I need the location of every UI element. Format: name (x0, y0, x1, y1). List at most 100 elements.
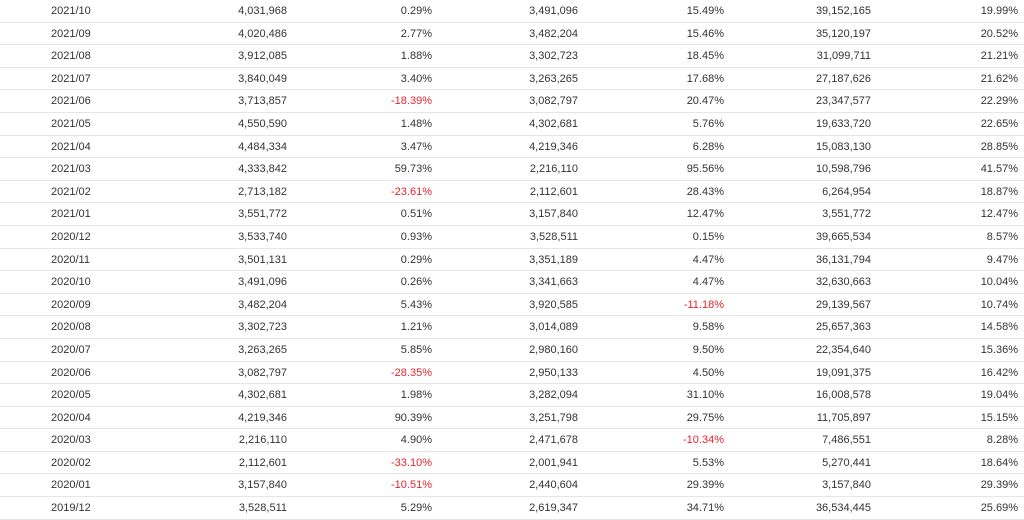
cell-value: 4,302,681 (238, 389, 287, 402)
cell-month: 2021/05 (51, 117, 91, 130)
cell-yoy-change: 20.47% (686, 95, 724, 108)
cell-month: 2020/01 (51, 479, 91, 492)
cell-month: 2020/05 (51, 389, 91, 402)
cell-value: 3,551,772 (238, 208, 287, 221)
cell-mom-change: 2.77% (400, 27, 432, 40)
cell-cumulative: 7,486,551 (822, 434, 871, 447)
cell-value: 4,550,590 (238, 117, 287, 130)
cell-yoy-change: -11.18% (683, 298, 724, 311)
cell-prev-year-value: 3,351,189 (529, 253, 578, 266)
table-row: 2020/11 3,501,131 0.29% 3,351,189 4.47% 36,13… (0, 249, 1024, 272)
cell-prev-year-value: 3,491,096 (529, 5, 578, 17)
cell-cumulative: 25,657,363 (815, 321, 871, 334)
cell-cumulative: 22,354,640 (815, 343, 871, 356)
cell-month: 2020/12 (51, 230, 91, 243)
cell-cumulative: 11,705,897 (816, 411, 871, 424)
cell-prev-year-value: 4,219,346 (529, 140, 578, 153)
cell-yoy-change: 95.56% (686, 163, 724, 176)
cell-cumulative-yoy: 22.29% (980, 95, 1018, 108)
cell-prev-year-value: 3,014,089 (529, 321, 578, 334)
cell-mom-change: 0.93% (400, 230, 432, 243)
cell-mom-change: -33.10% (391, 456, 432, 469)
cell-mom-change: 4.90% (400, 434, 432, 447)
cell-prev-year-value: 3,528,511 (529, 230, 578, 243)
cell-prev-year-value: 3,920,585 (529, 298, 578, 311)
table-row: 2020/09 3,482,204 5.43% 3,920,585 -11.18% 29,… (0, 294, 1024, 317)
cell-yoy-change: 12.47% (686, 208, 724, 221)
cell-mom-change: 59.73% (394, 163, 432, 176)
cell-prev-year-value: 2,471,678 (529, 434, 578, 447)
cell-value: 3,713,857 (238, 95, 287, 108)
cell-cumulative-yoy: 12.47% (980, 208, 1018, 221)
table-row: 2021/05 4,550,590 1.48% 4,302,681 5.76% 19,63… (0, 113, 1024, 136)
cell-month: 2020/06 (51, 366, 91, 379)
cell-value: 2,216,110 (238, 434, 287, 447)
table-row: 2020/12 3,533,740 0.93% 3,528,511 0.15% 39,66… (0, 226, 1024, 249)
cell-cumulative: 10,598,796 (815, 163, 871, 176)
cell-yoy-change: 17.68% (686, 72, 724, 85)
cell-yoy-change: -10.34% (683, 434, 724, 447)
cell-month: 2021/04 (51, 140, 91, 153)
cell-prev-year-value: 2,950,133 (529, 366, 578, 379)
cell-month: 2021/01 (51, 208, 91, 221)
cell-mom-change: 3.47% (400, 140, 432, 153)
cell-month: 2020/03 (51, 434, 91, 447)
cell-cumulative-yoy: 19.04% (980, 389, 1018, 402)
cell-cumulative-yoy: 18.64% (980, 456, 1018, 469)
cell-cumulative-yoy: 18.87% (980, 185, 1018, 198)
table-row: 2020/08 3,302,723 1.21% 3,014,089 9.58% 25,65… (0, 316, 1024, 339)
cell-value: 4,484,334 (238, 140, 287, 153)
cell-yoy-change: 4.50% (692, 366, 724, 379)
cell-value: 3,491,096 (238, 276, 287, 289)
cell-cumulative: 31,099,711 (816, 50, 871, 63)
cell-value: 4,333,842 (238, 163, 287, 176)
table-row: 2020/04 4,219,346 90.39% 3,251,798 29.75% 11,… (0, 407, 1024, 430)
cell-cumulative-yoy: 21.62% (980, 72, 1018, 85)
table-row: 2021/01 3,551,772 0.51% 3,157,840 12.47% 3,55… (0, 203, 1024, 226)
cell-yoy-change: 18.45% (686, 50, 724, 63)
table-row: 2020/03 2,216,110 4.90% 2,471,678 -10.34% 7,4… (0, 429, 1024, 452)
cell-cumulative: 36,131,794 (815, 253, 871, 266)
cell-prev-year-value: 2,112,601 (529, 185, 578, 198)
cell-cumulative: 27,187,626 (815, 72, 871, 85)
cell-cumulative-yoy: 10.04% (980, 276, 1018, 289)
cell-yoy-change: 4.47% (692, 253, 724, 266)
cell-mom-change: 1.21% (400, 321, 432, 334)
cell-cumulative: 19,091,375 (815, 366, 871, 379)
cell-prev-year-value: 3,082,797 (529, 95, 578, 108)
cell-mom-change: -18.39% (391, 95, 432, 108)
table-row: 2020/07 3,263,265 5.85% 2,980,160 9.50% 22,35… (0, 339, 1024, 362)
cell-mom-change: 0.29% (400, 253, 432, 266)
cell-cumulative-yoy: 8.57% (986, 230, 1018, 243)
table-row: 2020/10 3,491,096 0.26% 3,341,663 4.47% 32,63… (0, 271, 1024, 294)
table-row: 2021/09 4,020,486 2.77% 3,482,204 15.46% 35,1… (0, 23, 1024, 46)
cell-prev-year-value: 3,282,094 (529, 389, 578, 402)
cell-yoy-change: 15.49% (686, 5, 724, 17)
cell-cumulative: 19,633,720 (815, 117, 871, 130)
cell-yoy-change: 0.15% (692, 230, 724, 243)
cell-mom-change: 0.51% (400, 208, 432, 221)
cell-prev-year-value: 3,482,204 (529, 27, 578, 40)
cell-cumulative: 3,157,840 (822, 479, 871, 492)
cell-month: 2021/02 (51, 185, 91, 198)
cell-month: 2020/04 (51, 411, 91, 424)
table-row: 2020/06 3,082,797 -28.35% 2,950,133 4.50% 19,… (0, 362, 1024, 385)
cell-yoy-change: 15.46% (686, 27, 724, 40)
cell-month: 2021/09 (51, 27, 91, 40)
cell-mom-change: 3.40% (400, 72, 432, 85)
cell-prev-year-value: 2,619,347 (529, 502, 578, 515)
cell-yoy-change: 5.76% (692, 117, 724, 130)
cell-value: 3,501,131 (238, 253, 287, 266)
cell-prev-year-value: 2,001,941 (529, 456, 578, 469)
cell-yoy-change: 4.47% (692, 276, 724, 289)
cell-yoy-change: 28.43% (686, 185, 724, 198)
cell-month: 2020/07 (51, 343, 91, 356)
cell-month: 2021/06 (51, 95, 91, 108)
cell-value: 3,082,797 (238, 366, 287, 379)
cell-cumulative: 15,083,130 (815, 140, 871, 153)
table-row: 2019/12 3,528,511 5.29% 2,619,347 34.71% 36,5… (0, 497, 1024, 520)
cell-cumulative-yoy: 10.74% (980, 298, 1018, 311)
cell-cumulative: 16,008,578 (815, 389, 871, 402)
cell-value: 3,157,840 (238, 479, 287, 492)
